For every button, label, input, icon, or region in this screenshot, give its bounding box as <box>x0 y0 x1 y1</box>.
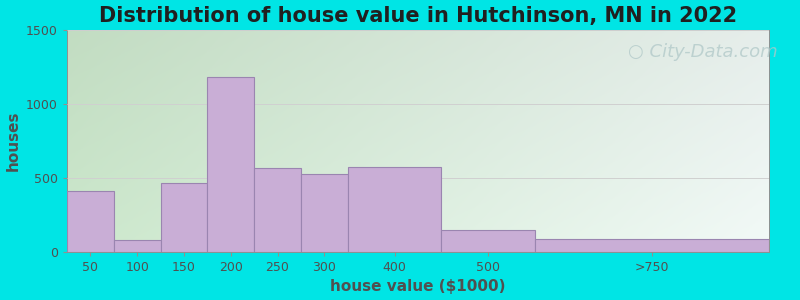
Bar <box>535 239 769 252</box>
Bar <box>114 240 161 252</box>
Bar <box>348 167 442 252</box>
Title: Distribution of house value in Hutchinson, MN in 2022: Distribution of house value in Hutchinso… <box>99 6 737 26</box>
Y-axis label: houses: houses <box>6 111 21 171</box>
Bar <box>442 230 535 252</box>
Bar <box>301 174 348 252</box>
Bar <box>161 183 207 252</box>
Bar <box>254 167 301 252</box>
X-axis label: house value ($1000): house value ($1000) <box>330 279 506 294</box>
Text: ○ City-Data.com: ○ City-Data.com <box>629 43 778 61</box>
Bar <box>67 191 114 252</box>
Bar <box>207 76 254 252</box>
